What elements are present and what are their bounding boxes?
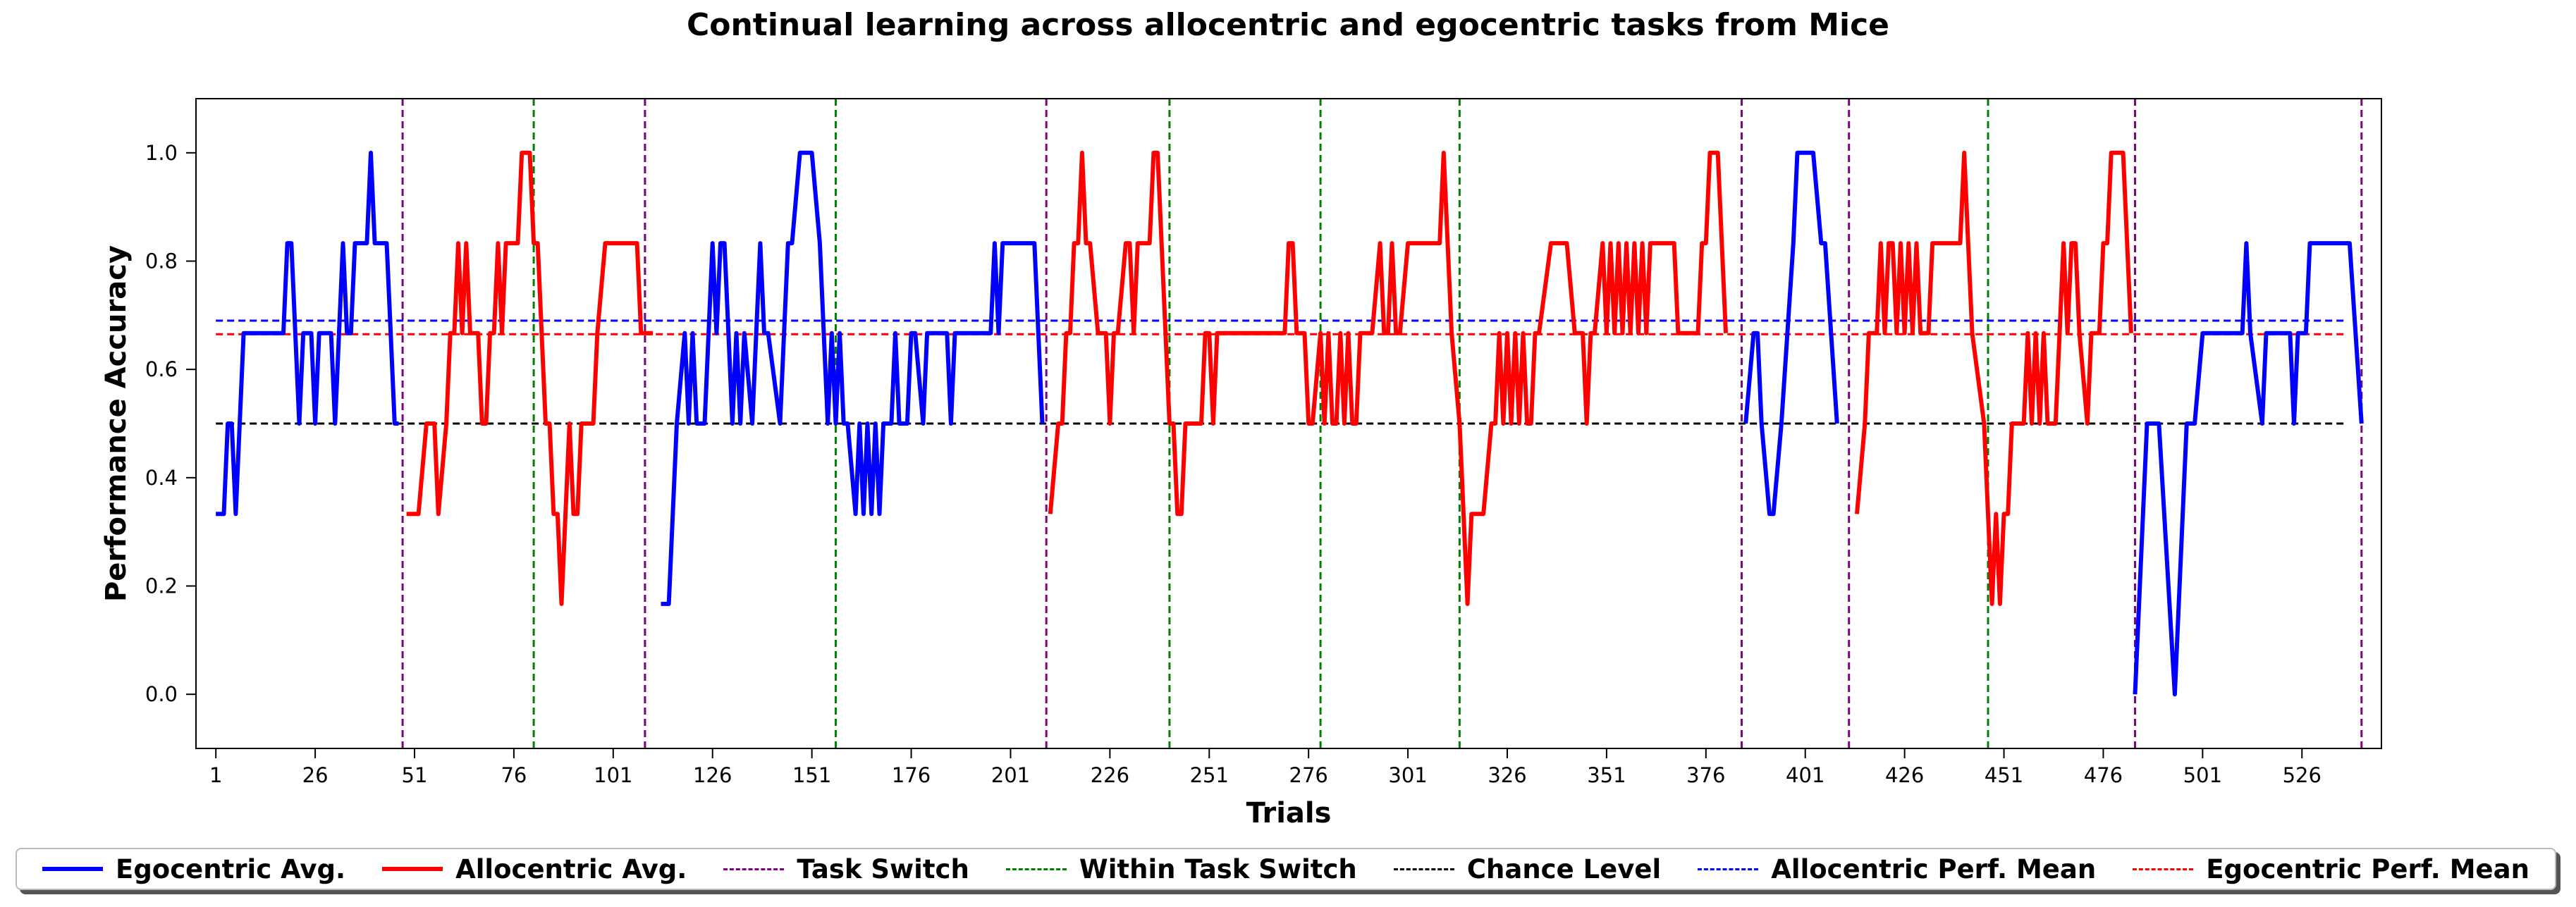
x-tick-label: 526 (2283, 763, 2322, 787)
legend-swatch (42, 867, 104, 871)
legend-item-within-task-switch: Within Task Switch (1005, 853, 1357, 884)
x-tick-label: 126 (693, 763, 732, 787)
allocentric-avg-segment (1855, 150, 2133, 606)
legend-swatch (1393, 868, 1454, 870)
legend-label: Allocentric Perf. Mean (1771, 853, 2097, 884)
legend-item-egocentric-avg: Egocentric Avg. (42, 854, 345, 884)
x-axis-label: Trials (1246, 797, 1332, 829)
legend-swatch (723, 868, 785, 870)
x-tick-label: 326 (1488, 763, 1526, 787)
plot-frame (195, 98, 2382, 749)
reference-lines (216, 99, 2363, 748)
legend-item-task-switch: Task Switch (723, 854, 969, 884)
legend-label: Allocentric Avg. (455, 853, 687, 884)
x-tick-label: 426 (1885, 763, 1924, 787)
y-tick-label: 0.8 (145, 249, 178, 273)
legend-swatch (382, 867, 443, 871)
x-tick-label: 251 (1190, 763, 1229, 787)
x-tick-label: 451 (1985, 763, 2023, 787)
x-tick-label: 301 (1388, 763, 1427, 787)
x-tick-label: 176 (892, 763, 931, 787)
legend-label: Egocentric Avg. (116, 853, 346, 884)
y-tick-label: 0.6 (145, 357, 178, 381)
egocentric-avg-segment (1743, 150, 1839, 517)
x-tick-label: 76 (501, 763, 527, 787)
x-tick-label: 351 (1587, 763, 1626, 787)
legend-swatch (1005, 868, 1067, 870)
y-axis-label: Performance Accuracy (100, 245, 133, 602)
legend-label: Chance Level (1466, 853, 1662, 884)
legend-label: Within Task Switch (1079, 853, 1357, 884)
y-tick-label: 0.4 (145, 466, 178, 490)
x-tick-label: 1 (209, 763, 222, 787)
y-tick-label: 0.2 (145, 574, 178, 598)
legend-label: Egocentric Perf. Mean (2206, 853, 2529, 884)
x-tick-label: 376 (1686, 763, 1725, 787)
x-tick-label: 201 (991, 763, 1030, 787)
x-tick-label: 226 (1091, 763, 1129, 787)
axis-ticks: 1 26 51 76 101 126 151 176 201 226 251 276 301 326 351… (145, 141, 2322, 787)
legend: Egocentric Avg. Allocentric Avg. Task Sw… (16, 848, 2556, 890)
allocentric-avg-segment (406, 150, 654, 606)
x-tick-label: 26 (302, 763, 329, 787)
egocentric-avg-segment (2133, 241, 2364, 697)
egocentric-avg-segment (661, 150, 1045, 606)
data-series (216, 150, 2364, 697)
legend-label: Task Switch (797, 853, 969, 884)
x-tick-label: 51 (402, 763, 428, 787)
y-tick-label: 0.0 (145, 682, 178, 706)
legend-swatch (1698, 868, 1759, 870)
legend-item-allocentric-avg: Allocentric Avg. (382, 854, 687, 884)
legend-swatch (2133, 868, 2194, 870)
x-tick-label: 151 (792, 763, 831, 787)
legend-item-chance-level: Chance Level (1393, 853, 1662, 884)
x-tick-label: 101 (594, 763, 632, 787)
x-tick-label: 501 (2183, 763, 2222, 787)
x-tick-label: 401 (1786, 763, 1824, 787)
legend-item-egocentric-perf-mean: Egocentric Perf. Mean (2133, 854, 2529, 884)
legend-item-allocentric-perf-mean: Allocentric Perf. Mean (1698, 854, 2096, 884)
egocentric-avg-segment (216, 150, 399, 517)
y-tick-label: 1.0 (145, 141, 178, 165)
allocentric-avg-segment (1048, 150, 1728, 606)
chart-title: Continual learning across allocentric an… (686, 7, 1890, 43)
x-tick-label: 476 (2084, 763, 2123, 787)
x-tick-label: 276 (1289, 763, 1328, 787)
